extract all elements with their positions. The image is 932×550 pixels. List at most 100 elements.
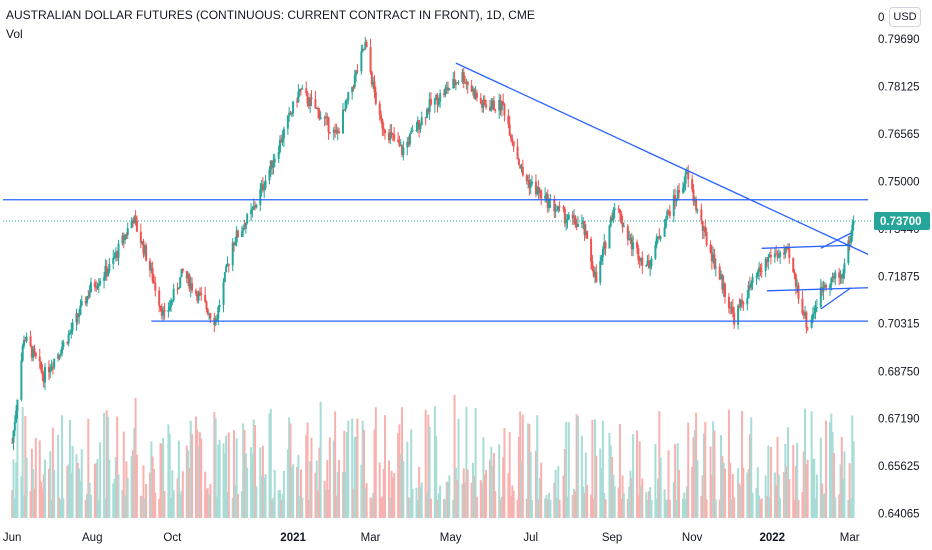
volume-bar bbox=[269, 408, 272, 518]
volume-bar bbox=[611, 457, 614, 518]
volume-bar bbox=[739, 486, 742, 518]
volume-bar bbox=[152, 469, 155, 518]
volume-bar bbox=[288, 417, 291, 518]
volume-bar bbox=[236, 493, 239, 518]
volume-bar bbox=[250, 447, 253, 518]
candle-body bbox=[88, 292, 91, 298]
volume-bar bbox=[510, 495, 513, 518]
candle-body bbox=[381, 118, 384, 129]
candle-body bbox=[802, 313, 805, 316]
volume-bar bbox=[33, 488, 36, 518]
candle-body bbox=[843, 263, 846, 274]
candle-body bbox=[298, 89, 301, 92]
volume-bar bbox=[121, 490, 124, 518]
trendline[interactable] bbox=[766, 287, 869, 292]
volume-bar bbox=[49, 451, 52, 518]
volume-bar bbox=[657, 478, 660, 518]
candle-body bbox=[197, 292, 200, 301]
candle-body bbox=[79, 305, 82, 315]
candle-body bbox=[729, 307, 732, 309]
x-tick-label: Jul bbox=[523, 532, 538, 544]
volume-bar bbox=[97, 499, 100, 518]
volume-bar bbox=[666, 499, 669, 518]
volume-bar bbox=[345, 432, 348, 518]
candle-body bbox=[574, 216, 577, 225]
volume-bar bbox=[114, 456, 117, 518]
candle-body bbox=[702, 226, 705, 231]
trendline[interactable] bbox=[455, 62, 869, 255]
volume-bar bbox=[383, 415, 386, 518]
candle-body bbox=[851, 224, 854, 236]
trendline[interactable] bbox=[820, 287, 852, 310]
volume-bar bbox=[268, 413, 271, 518]
volume-bar bbox=[773, 472, 776, 518]
volume-bar bbox=[261, 445, 264, 518]
candle-body bbox=[810, 319, 813, 328]
candle-body bbox=[198, 292, 201, 294]
candle-body bbox=[527, 180, 530, 182]
volume-bar bbox=[252, 419, 255, 518]
volume-bar bbox=[307, 499, 310, 518]
candle-body bbox=[693, 199, 696, 202]
volume-bar bbox=[464, 482, 467, 518]
candle-body bbox=[454, 82, 457, 85]
volume-bar bbox=[731, 473, 734, 518]
volume-bar bbox=[205, 489, 208, 518]
candle-body bbox=[519, 164, 522, 169]
candle-body bbox=[13, 421, 16, 431]
candle-body bbox=[811, 313, 814, 320]
volume-bar bbox=[792, 444, 795, 518]
volume-bar bbox=[768, 496, 771, 518]
candle-body bbox=[608, 225, 611, 249]
volume-bar bbox=[562, 475, 565, 518]
volume-bar bbox=[351, 418, 354, 518]
trendline[interactable] bbox=[761, 244, 852, 249]
volume-bar bbox=[66, 465, 69, 518]
candle-body bbox=[503, 104, 506, 116]
volume-bar bbox=[194, 416, 197, 518]
candle-body bbox=[261, 184, 264, 191]
volume-bar bbox=[355, 436, 358, 518]
volume-bar bbox=[427, 414, 430, 518]
volume-bar bbox=[704, 422, 707, 518]
candle-body bbox=[200, 293, 203, 296]
candle-body bbox=[306, 92, 309, 104]
trendline[interactable] bbox=[820, 232, 852, 249]
candle-body bbox=[494, 109, 497, 111]
chart-title: AUSTRALIAN DOLLAR FUTURES (CONTINUOUS: C… bbox=[6, 8, 535, 22]
volume-bar bbox=[179, 493, 182, 518]
candle-body bbox=[630, 238, 633, 250]
candle-body bbox=[361, 48, 364, 52]
volume-bar bbox=[544, 498, 547, 518]
currency-button[interactable]: USD bbox=[889, 7, 921, 27]
candle-body bbox=[264, 180, 267, 189]
volume-bar bbox=[452, 499, 455, 518]
candle-body bbox=[806, 327, 809, 329]
candle-body bbox=[792, 257, 795, 272]
volume-bar bbox=[176, 478, 179, 518]
volume-bar bbox=[714, 499, 717, 518]
volume-bar bbox=[271, 499, 274, 518]
price-axis[interactable]: 0 0.796900.781250.765650.750000.734400.7… bbox=[878, 12, 920, 520]
volume-bar bbox=[214, 418, 217, 518]
candle-body bbox=[786, 247, 789, 249]
candle-body bbox=[760, 270, 763, 272]
candle-body bbox=[206, 309, 209, 315]
time-axis[interactable]: Jun Aug Oct 2021 Mar May Jul Sep Nov 2022 Mar bbox=[3, 532, 860, 544]
volume-bar bbox=[481, 483, 484, 518]
candle-body bbox=[554, 210, 557, 212]
volume-bar bbox=[511, 485, 514, 518]
candle-body bbox=[819, 287, 822, 307]
candle-body bbox=[286, 115, 289, 129]
candle-body bbox=[641, 257, 644, 266]
volume-bar bbox=[746, 472, 749, 518]
candle-body bbox=[24, 339, 27, 341]
candle-body bbox=[68, 332, 71, 335]
volume-bar bbox=[154, 492, 157, 518]
candle-body bbox=[38, 356, 41, 362]
candle-body bbox=[517, 158, 520, 165]
candle-body bbox=[152, 281, 155, 284]
volume-bar bbox=[575, 414, 578, 518]
candle-body bbox=[16, 399, 19, 411]
